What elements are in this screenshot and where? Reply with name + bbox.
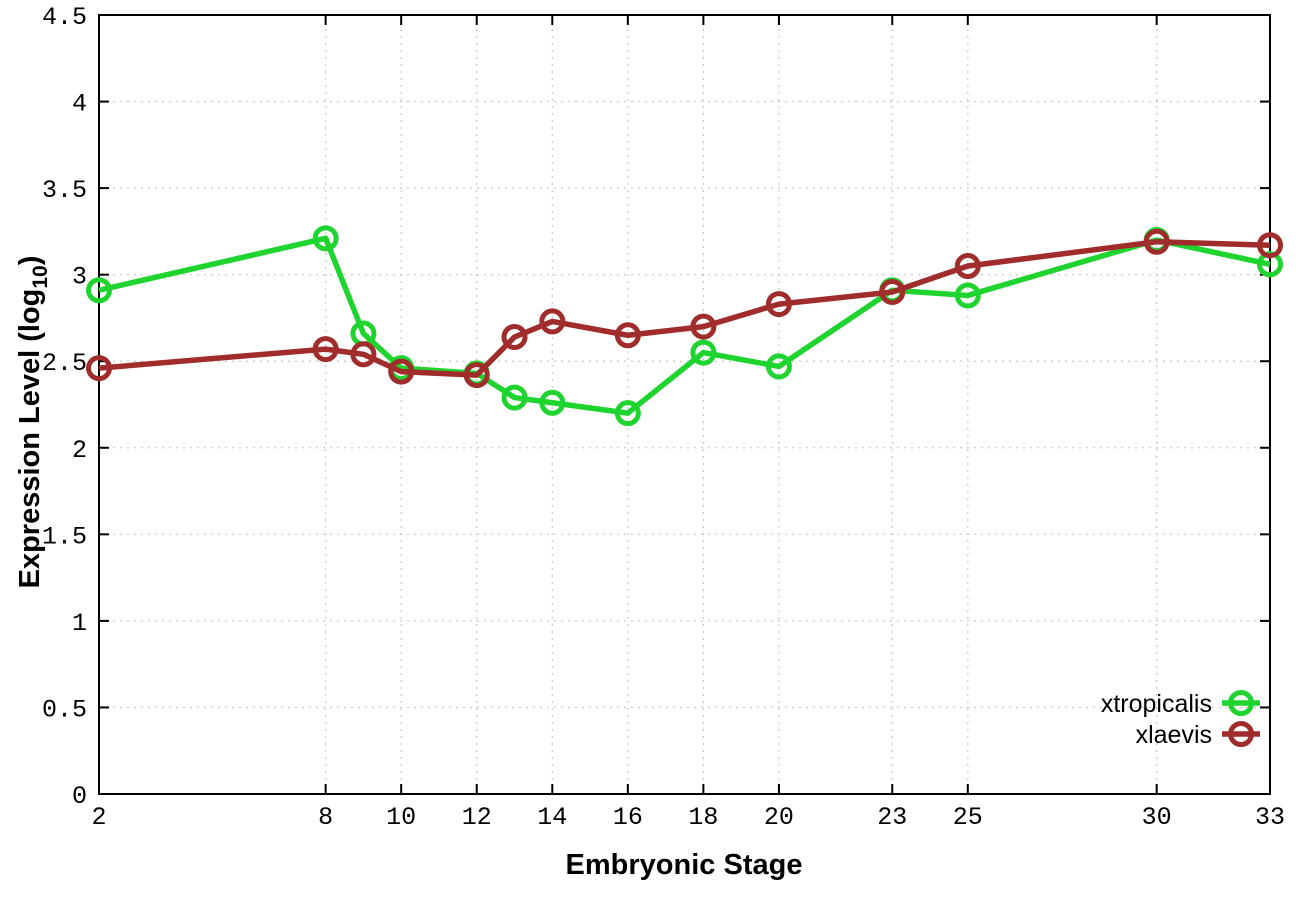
data-point-xtropicalis xyxy=(501,384,528,411)
x-tick-label: 25 xyxy=(953,803,983,832)
y-tick-label: 0 xyxy=(72,782,87,811)
plot-border xyxy=(98,14,1271,795)
data-point-xtropicalis xyxy=(765,353,792,380)
x-axis-label: Embryonic Stage xyxy=(565,849,803,881)
data-point-xtropicalis xyxy=(690,339,717,366)
y-tick-label: 2 xyxy=(72,436,87,465)
data-point-xtropicalis xyxy=(954,282,981,309)
data-point-xlaevis xyxy=(954,253,981,280)
data-point-xlaevis xyxy=(463,362,490,389)
data-point-xlaevis xyxy=(614,322,641,349)
x-tick-label: 20 xyxy=(764,803,794,832)
series-line-xtropicalis xyxy=(98,235,1271,416)
data-point-xtropicalis xyxy=(86,277,112,304)
data-point-xtropicalis xyxy=(312,225,339,252)
y-axis-label-text: Expression Level (log xyxy=(14,288,46,589)
data-point-xlaevis xyxy=(388,358,415,385)
y-tick-label: 2.5 xyxy=(42,349,87,378)
y-tick-label: 0.5 xyxy=(42,695,87,724)
x-tick-label: 14 xyxy=(537,803,567,832)
data-point-xlaevis xyxy=(86,355,112,382)
data-point-xtropicalis xyxy=(614,400,641,427)
y-tick-label: 1.5 xyxy=(42,522,87,551)
data-point-xlaevis xyxy=(312,336,339,363)
legend-sample-marker-xlaevis xyxy=(1228,721,1254,747)
y-tick-label: 3.5 xyxy=(42,176,87,205)
x-tick-label: 2 xyxy=(91,803,106,832)
series-line-xlaevis xyxy=(98,239,1271,378)
x-tick-label: 23 xyxy=(877,803,907,832)
x-tick-label: 12 xyxy=(462,803,492,832)
x-tick-label: 30 xyxy=(1142,803,1172,832)
data-point-xtropicalis xyxy=(539,389,566,416)
data-point-xlaevis xyxy=(879,278,906,305)
legend-sample-marker-xtropicalis xyxy=(1228,690,1254,716)
y-tick-label: 4 xyxy=(72,90,87,119)
data-point-xlaevis xyxy=(765,291,792,318)
x-tick-label: 10 xyxy=(386,803,416,832)
y-tick-label: 1 xyxy=(72,609,87,638)
x-tick-label: 8 xyxy=(318,803,333,832)
data-point-xlaevis xyxy=(1143,228,1170,255)
y-axis-label-subscript: 10 xyxy=(29,265,52,289)
y-tick-label: 4.5 xyxy=(42,3,87,32)
data-point-xlaevis xyxy=(501,323,528,350)
legend-label-xtropicalis: xtropicalis xyxy=(1101,690,1212,718)
data-point-xlaevis xyxy=(350,341,377,368)
data-point-xlaevis xyxy=(690,313,717,340)
x-tick-label: 16 xyxy=(613,803,643,832)
y-tick-label: 3 xyxy=(72,263,87,292)
y-axis-label-close: ) xyxy=(14,255,46,266)
legend-label-xlaevis: xlaevis xyxy=(1136,721,1212,749)
data-point-xlaevis xyxy=(1257,232,1283,259)
data-point-xlaevis xyxy=(539,308,566,335)
x-tick-label: 18 xyxy=(688,803,718,832)
y-axis-label: Expression Level (log10) xyxy=(8,142,52,702)
x-tick-label: 33 xyxy=(1255,803,1285,832)
